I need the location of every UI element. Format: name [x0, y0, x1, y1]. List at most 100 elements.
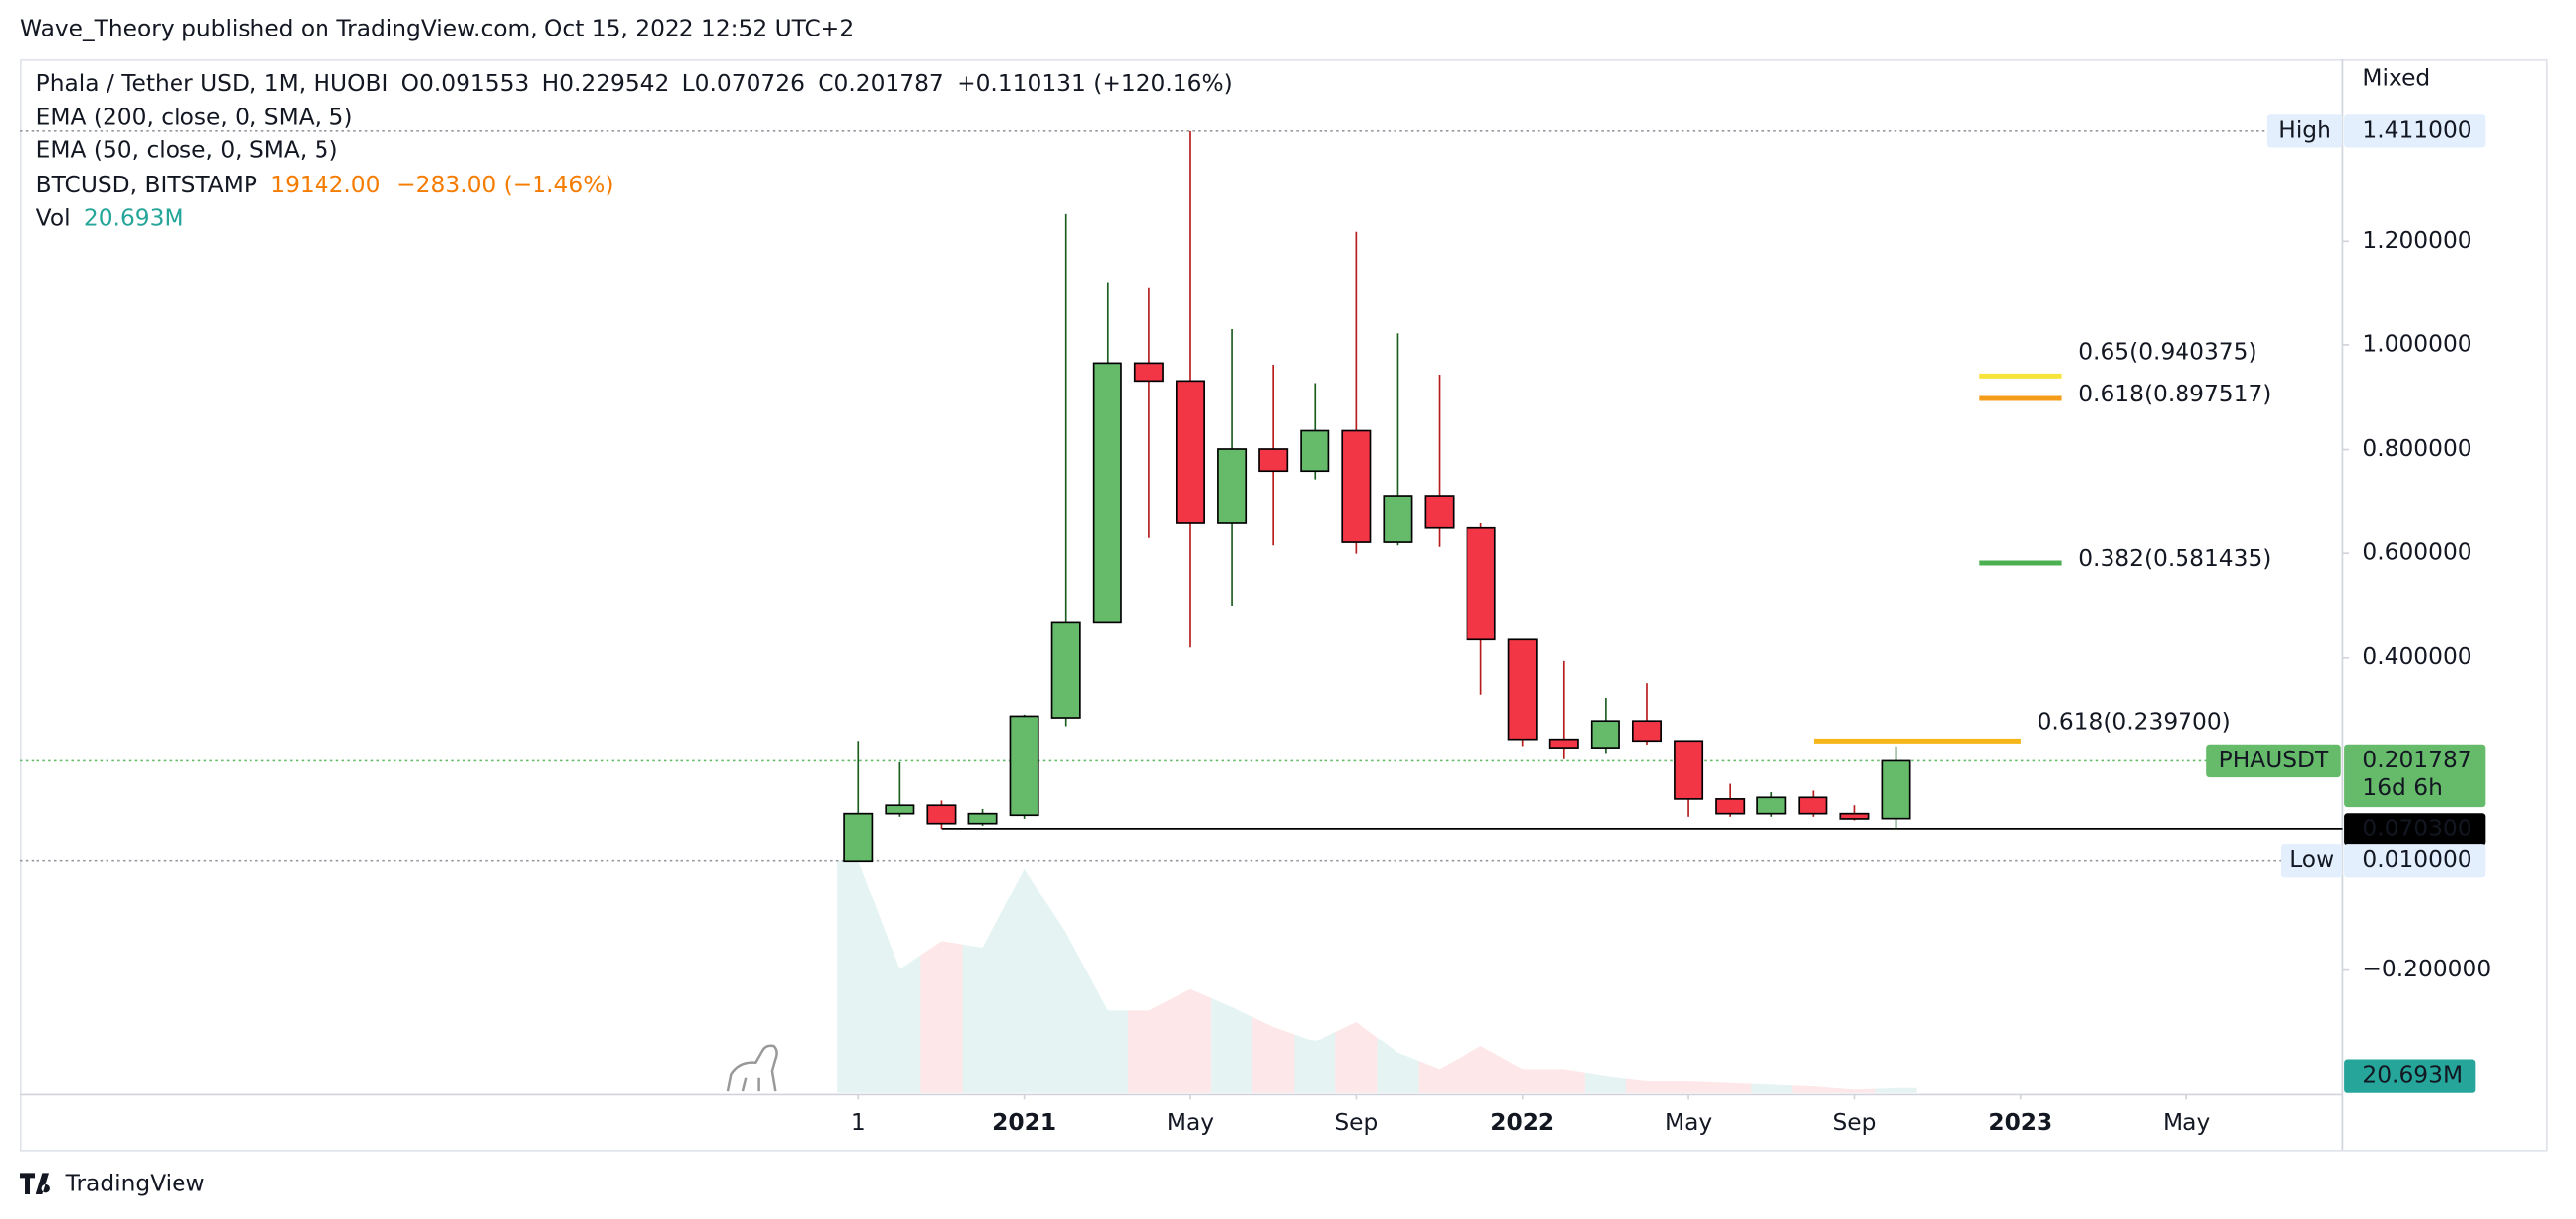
- candle-body: [967, 812, 998, 825]
- candle-body: [1798, 796, 1828, 815]
- volume-segment: [1833, 1087, 1876, 1093]
- candle-body: [885, 804, 915, 815]
- volume-segment: [1542, 1069, 1585, 1093]
- candle-body: [843, 812, 874, 863]
- indicator: EMA (200, close, 0, SMA, 5): [36, 104, 353, 130]
- volume-segment: [1668, 1081, 1710, 1093]
- candle-body: [1590, 720, 1620, 749]
- candle-body: [1300, 429, 1330, 473]
- compare-price: 19142.00: [270, 172, 380, 198]
- volume-segment: [1875, 1087, 1917, 1093]
- volume-value: 20.693M: [84, 204, 184, 231]
- volume-segment: [920, 941, 963, 1093]
- compare-change: −283.00 (−1.46%): [396, 172, 613, 198]
- candle-body: [1341, 429, 1372, 543]
- fib-label: 0.618(0.239700): [2038, 709, 2231, 736]
- candle-body: [1881, 759, 1911, 820]
- x-tick-label: May: [1665, 1110, 1712, 1136]
- volume-segment: [1169, 988, 1212, 1093]
- volume-segment: [1418, 1057, 1461, 1093]
- volume-segment: [1335, 1022, 1378, 1093]
- volume-segment: [1127, 999, 1170, 1093]
- x-tick-label: 1: [851, 1110, 866, 1136]
- candle-body: [1175, 380, 1205, 524]
- x-tick-label: Sep: [1832, 1110, 1876, 1136]
- candle-body: [1466, 526, 1496, 641]
- volume-segment: [1003, 868, 1045, 1093]
- compare-line: BTCUSD, BITSTAMP 19142.00 −283.00 (−1.46%): [36, 172, 614, 198]
- brand-name: TradingView: [65, 1171, 205, 1197]
- volume-segment: [1584, 1072, 1626, 1093]
- ohlc-change: +0.110131 (+120.16%): [957, 69, 1233, 96]
- scale-mode: Mixed: [2362, 64, 2430, 91]
- ohlc-value: C0.201787: [818, 69, 944, 96]
- volume-segment: [1044, 900, 1087, 1093]
- candle-body: [1839, 812, 1870, 820]
- price-tag-box: [2280, 844, 2343, 878]
- y-tick-label: 1.000000: [2362, 330, 2471, 357]
- candle-body: [1674, 740, 1704, 800]
- fib-label: 0.618(0.897517): [2078, 381, 2271, 407]
- legend: Phala / Tether USD, 1M, HUOBI O0.091553 H0…: [36, 69, 1233, 231]
- symbol-line: Phala / Tether USD, 1M, HUOBI O0.091553 H0…: [36, 69, 1233, 96]
- volume-segment: [1709, 1081, 1752, 1093]
- price-tag-value: 0.010000: [2362, 846, 2471, 873]
- volume-tag: 20.693M: [2362, 1062, 2463, 1089]
- price-tag-name: PHAUSDT: [2219, 747, 2329, 773]
- candle-body: [926, 804, 957, 825]
- volume-segment: [1294, 1032, 1336, 1093]
- price-tag-box: [2206, 744, 2341, 778]
- brand: TradingView: [20, 1171, 205, 1197]
- x-tick-label: 2021: [992, 1110, 1056, 1136]
- symbol-title: Phala / Tether USD, 1M, HUOBI: [36, 69, 389, 96]
- price-tag-name: High: [2278, 116, 2331, 143]
- volume-tag-box: [2344, 1059, 2476, 1093]
- candle-body: [1383, 495, 1413, 543]
- x-tick-label: May: [2163, 1110, 2210, 1136]
- volume-name: Vol: [36, 204, 71, 231]
- candle-body: [1217, 448, 1248, 524]
- publisher: Wave_Theory published on TradingView.com…: [20, 15, 854, 41]
- brand-logo: [20, 1173, 50, 1195]
- price-tag-value: 0.201787: [2362, 747, 2471, 773]
- candle-body: [1133, 362, 1164, 383]
- price-tag-box: [2344, 744, 2486, 808]
- price-tag-value: 1.411000: [2362, 116, 2471, 143]
- candle-body: [1424, 495, 1455, 529]
- y-tick-label: 0.600000: [2362, 539, 2471, 566]
- indicator: EMA (50, close, 0, SMA, 5): [36, 137, 338, 164]
- y-tick-label: 1.200000: [2362, 227, 2471, 253]
- volume-segment: [1792, 1085, 1834, 1093]
- ohlc-value: H0.229542: [542, 69, 670, 96]
- price-tag-name: Low: [2289, 846, 2334, 873]
- volume-segment: [1211, 997, 1253, 1093]
- price-tag-value: 0.070300: [2362, 815, 2471, 841]
- price-tag-countdown: 16d 6h: [2362, 774, 2442, 801]
- candle-body: [1715, 798, 1746, 815]
- price-tag-box: [2266, 114, 2343, 148]
- y-tick-label: 0.400000: [2362, 643, 2471, 670]
- volume-line: Vol 20.693M: [36, 204, 184, 231]
- volume-segment: [962, 907, 1004, 1093]
- volume-segment: [1086, 971, 1128, 1093]
- volume-segment: [1460, 1046, 1502, 1093]
- candle-body: [1050, 621, 1081, 719]
- chart-frame: [20, 58, 2548, 1152]
- fib-label: 0.65(0.940375): [2078, 339, 2256, 366]
- dino-path: [726, 1044, 778, 1092]
- price-tag-box: [2344, 114, 2486, 148]
- dino-icon: [726, 1044, 778, 1092]
- price-tag-box: [2344, 813, 2486, 846]
- price-tag-box: [2344, 844, 2486, 878]
- volume-segment: [837, 860, 880, 1093]
- candle-body: [1258, 448, 1289, 473]
- ohlc-value: L0.070726: [682, 69, 805, 96]
- candle-body: [1756, 796, 1787, 815]
- x-tick-label: May: [1167, 1110, 1214, 1136]
- candle-body: [1548, 738, 1579, 749]
- volume-segment: [879, 914, 921, 1093]
- y-tick-label: −0.200000: [2362, 956, 2491, 982]
- candle-body: [1092, 362, 1122, 624]
- x-tick-label: 2022: [1490, 1110, 1554, 1136]
